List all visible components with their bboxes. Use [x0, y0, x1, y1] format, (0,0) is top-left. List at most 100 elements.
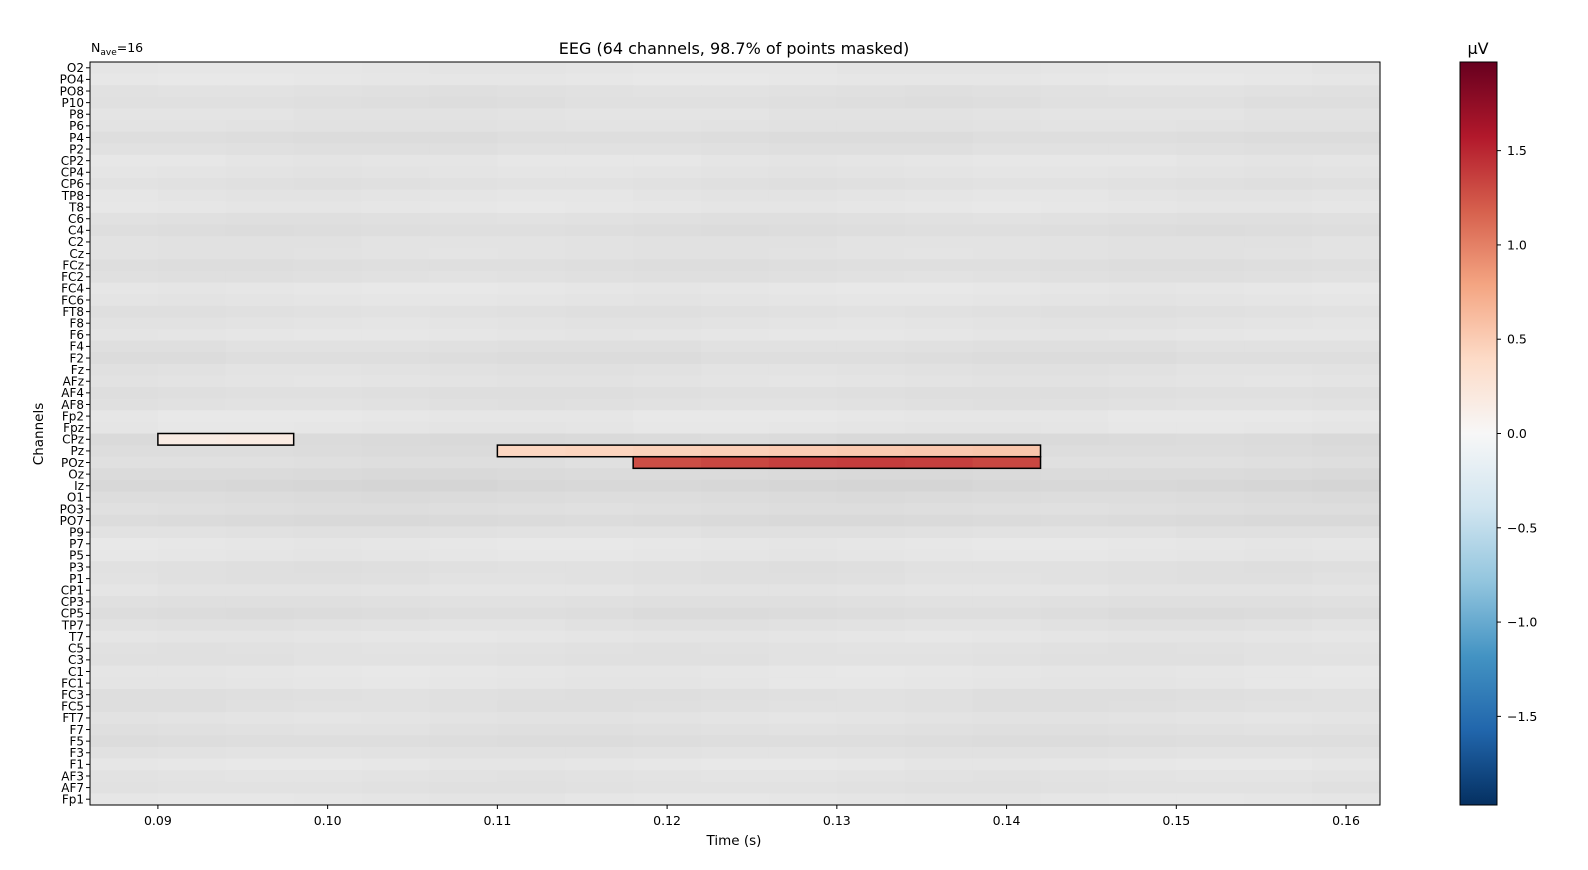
- masked-cell: [225, 166, 295, 179]
- masked-cell: [361, 236, 431, 249]
- masked-cell: [361, 363, 431, 377]
- masked-cell: [293, 189, 363, 202]
- masked-cell: [429, 549, 498, 562]
- masked-cell: [90, 120, 159, 133]
- masked-cell: [1176, 677, 1245, 690]
- masked-cell: [565, 410, 634, 423]
- masked-cell: [565, 62, 634, 75]
- channel-label: CP1: [61, 584, 84, 598]
- masked-cell: [1176, 201, 1245, 214]
- masked-cell: [701, 561, 770, 574]
- masked-cell: [1176, 781, 1245, 794]
- masked-cell: [1176, 468, 1245, 481]
- masked-cell: [565, 700, 634, 713]
- masked-cell: [565, 247, 634, 260]
- masked-cell: [157, 398, 227, 411]
- masked-cell: [1312, 642, 1381, 655]
- masked-cell: [768, 340, 838, 353]
- masked-cell: [1244, 387, 1313, 400]
- masked-cell: [293, 793, 363, 806]
- masked-cell: [1312, 224, 1381, 237]
- channel-label: P4: [69, 131, 84, 145]
- masked-cell: [1244, 642, 1313, 655]
- masked-cell: [972, 340, 1042, 353]
- y-axis-label: Channels: [31, 403, 47, 465]
- masked-cell: [1312, 479, 1381, 493]
- masked-cell: [361, 735, 431, 748]
- masked-cell: [429, 630, 498, 644]
- channel-label: F1: [69, 758, 84, 772]
- channel-label: FCz: [62, 258, 84, 272]
- masked-cell: [972, 305, 1042, 319]
- masked-cell: [836, 537, 906, 551]
- masked-cell: [225, 143, 295, 156]
- masked-cell: [1040, 514, 1110, 527]
- masked-cell: [633, 688, 702, 702]
- masked-cell: [1176, 758, 1245, 771]
- masked-cell: [768, 247, 838, 260]
- masked-cell: [497, 688, 566, 702]
- masked-cell: [1244, 73, 1313, 86]
- masked-cell: [293, 410, 363, 423]
- masked-cell: [972, 781, 1042, 794]
- masked-cell: [972, 607, 1042, 620]
- masked-cell: [157, 712, 227, 725]
- masked-cell: [972, 700, 1042, 713]
- colorbar-tick-label: 1.5: [1507, 143, 1527, 158]
- masked-cell: [361, 479, 431, 493]
- masked-cell: [768, 108, 838, 121]
- masked-cell: [1244, 143, 1313, 156]
- masked-cell: [90, 514, 159, 527]
- masked-cell: [157, 329, 227, 342]
- masked-cell: [701, 201, 770, 214]
- masked-cell: [293, 596, 363, 609]
- masked-cell: [1244, 712, 1313, 725]
- masked-cell: [1244, 526, 1313, 539]
- masked-cell: [972, 143, 1042, 156]
- masked-cell: [904, 665, 974, 678]
- masked-cell: [1312, 154, 1381, 168]
- masked-cell: [1176, 607, 1245, 620]
- masked-cell: [972, 131, 1042, 144]
- masked-cell: [293, 305, 363, 319]
- channel-label: C5: [68, 642, 84, 656]
- masked-cell: [1244, 561, 1313, 574]
- masked-cell: [1108, 178, 1177, 191]
- masked-cell: [225, 270, 295, 284]
- masked-cell: [565, 537, 634, 551]
- masked-cell: [497, 259, 566, 272]
- masked-cell: [293, 561, 363, 574]
- masked-cell: [157, 189, 227, 202]
- masked-cell: [836, 723, 906, 736]
- masked-cell: [293, 526, 363, 539]
- masked-cell: [157, 491, 227, 504]
- masked-cell: [293, 236, 363, 249]
- masked-cell: [429, 712, 498, 725]
- masked-cell: [361, 514, 431, 527]
- masked-cell: [1108, 62, 1177, 75]
- masked-cell: [1312, 201, 1381, 214]
- masked-cell: [904, 503, 974, 516]
- masked-cell: [1040, 410, 1110, 423]
- masked-cell: [90, 189, 159, 202]
- masked-cell: [1040, 758, 1110, 771]
- masked-cell: [90, 677, 159, 690]
- masked-cell: [701, 108, 770, 121]
- masked-cell: [225, 236, 295, 249]
- masked-cell: [225, 224, 295, 237]
- masked-cell: [361, 654, 431, 667]
- masked-cell: [429, 329, 498, 342]
- masked-cell: [90, 329, 159, 342]
- masked-cell: [90, 96, 159, 110]
- masked-cell: [836, 781, 906, 794]
- x-axis-label: Time (s): [706, 833, 762, 849]
- masked-cell: [497, 596, 566, 609]
- masked-cell: [565, 317, 634, 330]
- masked-cell: [225, 201, 295, 214]
- masked-cell: [972, 189, 1042, 202]
- colorbar-ticks: 1.5 1.0 0.5 0.0 −0.5 −1.0 −1.5: [1497, 143, 1537, 724]
- masked-cell: [497, 166, 566, 179]
- masked-cell: [497, 561, 566, 574]
- masked-cell: [293, 387, 363, 400]
- masked-cell: [429, 189, 498, 202]
